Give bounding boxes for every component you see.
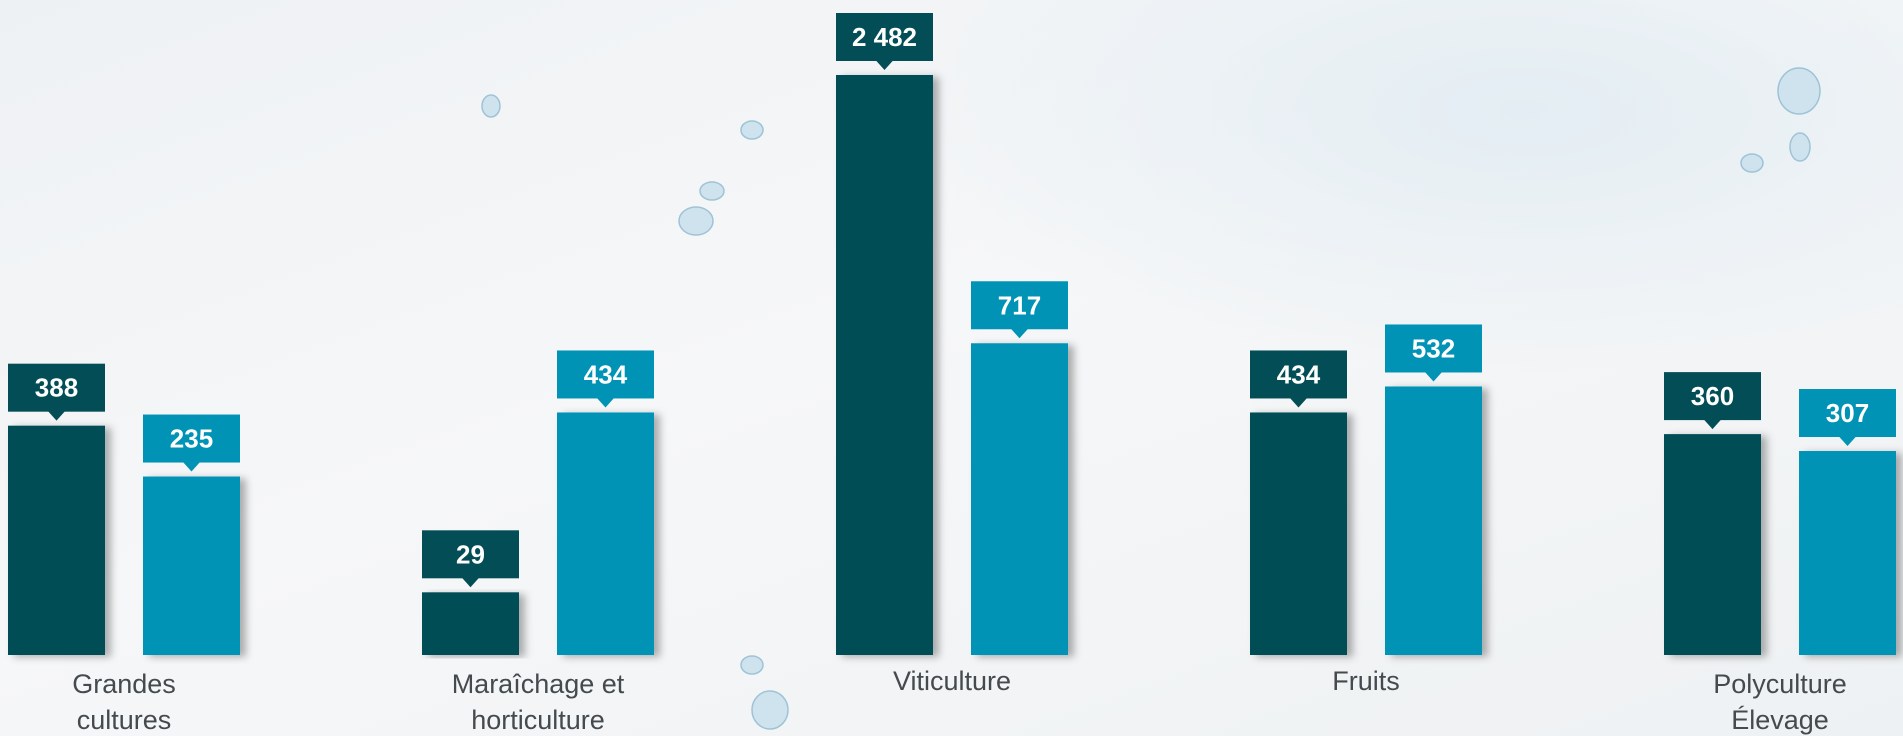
bar xyxy=(1664,434,1761,655)
value-label-pointer xyxy=(183,462,201,472)
value-label-pointer xyxy=(876,60,894,70)
value-label-pointer xyxy=(1839,436,1857,446)
bar xyxy=(1250,412,1347,655)
value-label-pointer xyxy=(1290,397,1308,407)
bar xyxy=(836,75,933,655)
bar xyxy=(422,592,519,655)
value-label: 360 xyxy=(1691,381,1734,411)
value-label: 434 xyxy=(1277,359,1321,389)
value-label: 29 xyxy=(456,539,485,569)
bar xyxy=(1385,386,1482,655)
category-label: Grandes cultures xyxy=(54,666,194,736)
value-label: 2 482 xyxy=(852,22,917,52)
value-label-pointer xyxy=(462,577,480,587)
value-label: 717 xyxy=(998,290,1041,320)
value-label: 434 xyxy=(584,359,628,389)
value-label-pointer xyxy=(1011,328,1029,338)
value-label: 532 xyxy=(1412,333,1455,363)
category-label: Fruits xyxy=(1266,663,1466,699)
value-label-pointer xyxy=(1425,371,1443,381)
category-label: Maraîchage et horticulture xyxy=(438,666,638,736)
value-label: 307 xyxy=(1826,398,1869,428)
bar xyxy=(557,412,654,655)
bar xyxy=(1799,451,1896,655)
page: 388 235 29 434 2 482 717 434 532 360 307 Grandes … xyxy=(0,0,1903,736)
category-label: Polyculture Élevage xyxy=(1710,666,1850,736)
value-label: 388 xyxy=(35,373,78,403)
bar xyxy=(143,477,240,655)
chart: 388 235 29 434 2 482 717 434 532 360 307 xyxy=(0,0,1903,736)
value-label-pointer xyxy=(48,411,66,421)
category-label: Viticulture xyxy=(852,663,1052,699)
value-label-pointer xyxy=(597,397,615,407)
bar xyxy=(971,343,1068,655)
value-label: 235 xyxy=(170,424,213,454)
value-label-pointer xyxy=(1704,419,1722,429)
bar xyxy=(8,426,105,655)
decoration xyxy=(482,68,1820,729)
